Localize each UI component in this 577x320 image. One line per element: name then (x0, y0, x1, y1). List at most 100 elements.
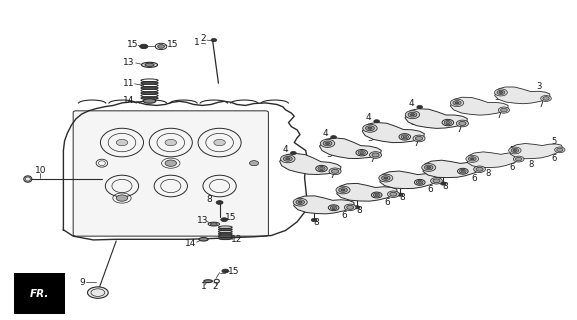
Text: 6: 6 (509, 164, 515, 172)
Polygon shape (405, 109, 467, 128)
Text: 8: 8 (443, 182, 448, 191)
Polygon shape (294, 196, 354, 214)
Circle shape (165, 160, 177, 166)
Polygon shape (467, 152, 522, 168)
Circle shape (388, 191, 399, 197)
Circle shape (369, 152, 381, 158)
Circle shape (283, 156, 292, 161)
Polygon shape (362, 123, 424, 143)
Ellipse shape (141, 82, 158, 84)
Ellipse shape (145, 63, 154, 67)
Text: 5: 5 (385, 178, 391, 187)
Circle shape (446, 122, 449, 124)
Text: 2: 2 (212, 282, 218, 292)
Circle shape (422, 164, 436, 171)
Circle shape (515, 157, 522, 161)
Text: 7: 7 (496, 111, 501, 120)
Circle shape (476, 167, 483, 171)
Ellipse shape (141, 92, 158, 94)
Circle shape (339, 188, 347, 192)
Circle shape (414, 180, 425, 185)
Ellipse shape (141, 97, 158, 100)
Circle shape (280, 155, 295, 163)
Text: 15: 15 (167, 40, 178, 49)
Circle shape (360, 152, 364, 154)
Circle shape (405, 111, 419, 119)
Circle shape (344, 204, 356, 211)
Circle shape (331, 169, 339, 173)
Polygon shape (280, 153, 341, 174)
Circle shape (320, 140, 335, 148)
Circle shape (500, 108, 507, 112)
Circle shape (509, 147, 521, 154)
Circle shape (286, 158, 290, 160)
Text: 7: 7 (413, 139, 418, 148)
Circle shape (499, 92, 503, 93)
Circle shape (461, 170, 464, 172)
Polygon shape (450, 97, 508, 115)
FancyBboxPatch shape (73, 111, 268, 236)
Circle shape (368, 127, 372, 129)
Ellipse shape (24, 176, 32, 182)
Text: 5: 5 (428, 165, 433, 174)
Circle shape (459, 169, 466, 173)
Circle shape (374, 120, 380, 123)
Polygon shape (494, 87, 550, 104)
Circle shape (249, 161, 258, 166)
Circle shape (427, 166, 430, 169)
Polygon shape (63, 101, 307, 240)
Circle shape (543, 97, 549, 100)
Circle shape (311, 219, 317, 222)
Text: 8: 8 (356, 206, 362, 215)
Circle shape (413, 135, 425, 142)
Circle shape (440, 182, 446, 185)
Circle shape (296, 200, 305, 204)
Circle shape (456, 120, 469, 127)
Ellipse shape (141, 87, 158, 89)
Ellipse shape (143, 99, 156, 103)
Circle shape (158, 44, 164, 48)
Text: 8: 8 (313, 218, 319, 227)
Text: 7: 7 (538, 100, 544, 108)
Circle shape (331, 136, 336, 139)
Circle shape (469, 157, 476, 161)
Circle shape (329, 168, 341, 175)
Circle shape (116, 195, 128, 201)
Circle shape (325, 142, 329, 145)
Circle shape (466, 155, 479, 162)
Circle shape (408, 112, 417, 117)
Circle shape (372, 192, 382, 198)
Circle shape (214, 140, 226, 146)
Text: 14: 14 (185, 239, 197, 248)
Circle shape (433, 179, 440, 183)
Text: 7: 7 (329, 171, 335, 180)
Text: 3: 3 (453, 104, 459, 113)
Circle shape (165, 140, 177, 146)
Circle shape (373, 193, 380, 197)
Circle shape (497, 90, 505, 95)
Text: 6: 6 (342, 211, 347, 220)
Text: 11: 11 (123, 79, 134, 88)
Circle shape (336, 186, 350, 194)
Circle shape (116, 140, 128, 146)
Circle shape (513, 149, 516, 151)
Ellipse shape (211, 223, 218, 225)
Circle shape (541, 95, 552, 101)
Text: 3: 3 (494, 93, 499, 102)
Ellipse shape (219, 233, 232, 235)
Ellipse shape (219, 237, 232, 240)
Text: 5: 5 (551, 138, 556, 147)
Circle shape (354, 206, 360, 209)
Text: 4: 4 (283, 145, 288, 154)
Circle shape (347, 205, 354, 209)
Text: 15: 15 (228, 267, 239, 276)
Polygon shape (423, 160, 483, 178)
Text: 14: 14 (123, 97, 134, 106)
Text: 7: 7 (456, 125, 462, 134)
Circle shape (474, 166, 485, 172)
Text: 1: 1 (194, 38, 200, 47)
Circle shape (514, 156, 524, 162)
Circle shape (399, 134, 411, 140)
Text: 8: 8 (207, 196, 212, 204)
Circle shape (358, 151, 365, 155)
